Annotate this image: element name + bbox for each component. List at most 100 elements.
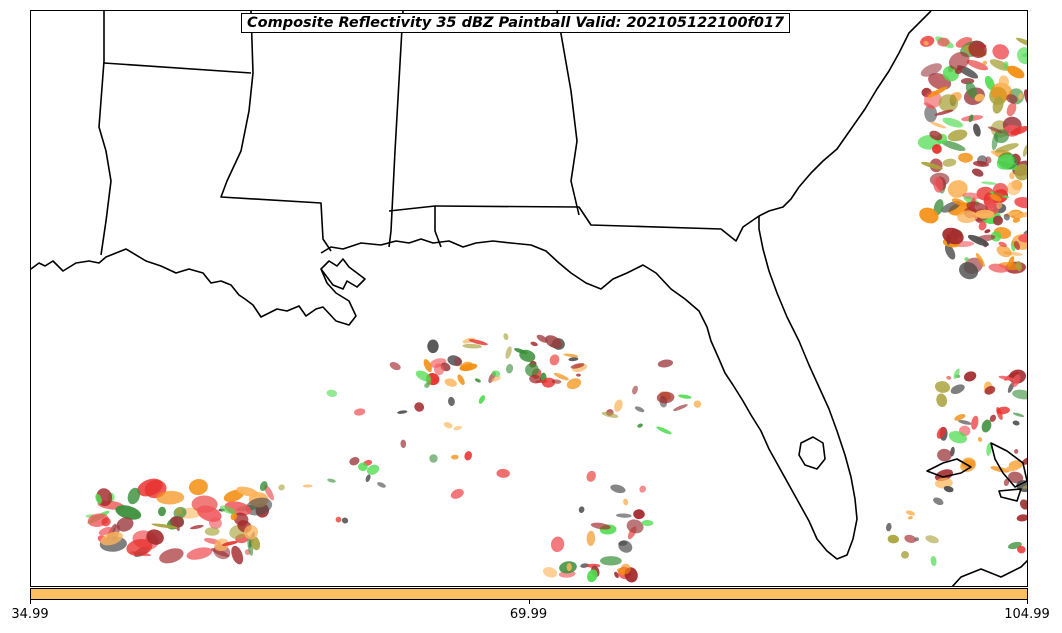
- reflectivity-blob: [550, 536, 565, 553]
- reflectivity-blob: [996, 406, 1010, 415]
- border-alabama-georgia: [556, 11, 580, 216]
- reflectivity-blob: [994, 129, 1009, 144]
- reflectivity-blob: [633, 509, 645, 520]
- reflectivity-blob: [327, 478, 336, 483]
- reflectivity-blob: [984, 385, 996, 395]
- reflectivity-blob: [925, 535, 939, 544]
- reflectivity-blob: [1006, 180, 1022, 196]
- reflectivity-blob: [1007, 256, 1015, 267]
- reflectivity-blob: [954, 414, 966, 421]
- reflectivity-blob: [693, 400, 702, 408]
- reflectivity-blob: [530, 341, 538, 347]
- reflectivity-blob: [929, 130, 943, 141]
- reflectivity-blob: [964, 257, 969, 261]
- reflectivity-blob: [984, 229, 991, 234]
- reflectivity-blob: [1022, 483, 1027, 489]
- bahamas-andros: [926, 458, 972, 478]
- bahamas-eleuthera: [998, 488, 1022, 502]
- reflectivity-blob: [942, 227, 964, 245]
- reflectivity-blob: [927, 86, 948, 98]
- reflectivity-blob: [158, 506, 166, 517]
- reflectivity-blob: [457, 374, 465, 386]
- reflectivity-blob: [924, 104, 938, 123]
- reflectivity-blob: [998, 241, 1008, 248]
- reflectivity-blob: [570, 363, 585, 369]
- map-panel: [30, 10, 1028, 587]
- reflectivity-blob: [936, 426, 946, 439]
- reflectivity-blob: [427, 339, 439, 354]
- reflectivity-blob: [453, 425, 462, 431]
- reflectivity-blob: [326, 389, 338, 397]
- reflectivity-blob: [974, 93, 985, 102]
- border-mississippi-alabama: [388, 11, 404, 248]
- border-texas-louisiana: [98, 11, 112, 256]
- reflectivity-blob: [115, 505, 142, 520]
- reflectivity-blob: [600, 556, 622, 566]
- reflectivity-blob: [992, 44, 1009, 60]
- reflectivity-blob: [919, 207, 939, 224]
- reflectivity-blob: [967, 234, 989, 247]
- reflectivity-blob: [400, 439, 407, 448]
- reflectivity-blob: [948, 51, 970, 71]
- reflectivity-blob: [953, 368, 960, 380]
- reflectivity-blob: [389, 362, 401, 371]
- reflectivity-blob: [377, 482, 386, 488]
- reflectivity-blob: [491, 376, 501, 382]
- reflectivity-echoes: [85, 35, 1027, 583]
- reflectivity-blob: [968, 114, 974, 123]
- bahamas-abaco: [990, 442, 1027, 488]
- reflectivity-blob: [958, 152, 973, 163]
- reflectivity-blob: [1012, 420, 1020, 426]
- reflectivity-blob: [920, 63, 943, 77]
- reflectivity-blob: [1011, 374, 1021, 388]
- reflectivity-blob: [590, 522, 611, 530]
- cuba-coast: [951, 559, 1027, 586]
- reflectivity-blob: [950, 384, 965, 395]
- reflectivity-blob: [156, 490, 185, 505]
- reflectivity-blob: [1012, 412, 1025, 418]
- reflectivity-blob: [996, 245, 1012, 258]
- reflectivity-blob: [951, 198, 966, 206]
- reflectivity-blob: [996, 202, 1003, 210]
- reflectivity-blob: [302, 484, 313, 488]
- reflectivity-blob: [975, 252, 985, 267]
- reflectivity-blob: [1005, 465, 1020, 472]
- reflectivity-blob: [944, 244, 956, 260]
- reflectivity-blob: [941, 140, 966, 151]
- reflectivity-blob: [433, 363, 445, 376]
- reflectivity-blob: [429, 454, 438, 463]
- colorbar-tick-label: 69.99: [509, 607, 548, 622]
- reflectivity-blob: [425, 376, 432, 385]
- reflectivity-blob: [632, 385, 638, 395]
- reflectivity-blob: [1014, 197, 1027, 209]
- reflectivity-blob: [478, 395, 486, 404]
- reflectivity-blob: [127, 487, 141, 505]
- reflectivity-blob: [1006, 102, 1017, 117]
- reflectivity-blob: [341, 517, 349, 524]
- reflectivity-blob: [996, 154, 1015, 170]
- reflectivity-blob: [988, 263, 1009, 273]
- reflectivity-blob: [931, 144, 942, 154]
- reflectivity-blob: [930, 555, 937, 567]
- reflectivity-blob: [934, 381, 951, 393]
- reflectivity-blob: [586, 470, 596, 482]
- reflectivity-blob: [1019, 499, 1027, 510]
- reflectivity-blob: [474, 378, 481, 383]
- reflectivity-blob: [566, 563, 572, 572]
- reflectivity-blob: [462, 343, 482, 349]
- reflectivity-blob: [1015, 260, 1023, 272]
- reflectivity-blob: [995, 143, 1019, 153]
- colorbar-tick: [30, 600, 31, 604]
- reflectivity-blob: [1018, 92, 1023, 100]
- reflectivity-blob: [601, 411, 619, 418]
- reflectivity-blob: [236, 486, 259, 497]
- reflectivity-blob: [529, 374, 542, 384]
- reflectivity-blob: [414, 402, 425, 412]
- reflectivity-blob: [451, 454, 459, 460]
- colorbar-tick: [528, 600, 530, 604]
- lake-okeechobee: [798, 436, 826, 470]
- reflectivity-blob: [1021, 456, 1027, 465]
- colorbar-tick: [1027, 600, 1028, 604]
- reflectivity-blob: [958, 419, 972, 425]
- reflectivity-blob: [971, 415, 979, 430]
